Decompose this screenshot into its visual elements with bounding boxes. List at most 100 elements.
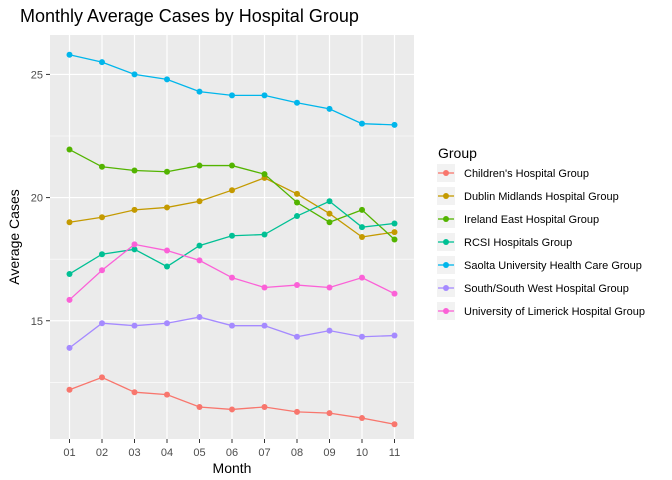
data-point bbox=[359, 274, 365, 281]
legend-key-point bbox=[443, 193, 449, 199]
data-point bbox=[359, 206, 365, 213]
data-point bbox=[196, 257, 203, 264]
data-point bbox=[229, 406, 235, 413]
legend-key-point bbox=[443, 285, 449, 291]
series-3 bbox=[66, 146, 398, 243]
data-point bbox=[229, 322, 235, 329]
data-point bbox=[326, 219, 333, 226]
x-tick-label: 01 bbox=[63, 447, 75, 459]
data-point bbox=[66, 386, 73, 393]
y-tick-label: 20 bbox=[31, 193, 43, 205]
data-point bbox=[164, 320, 170, 327]
legend-item: Children's Hospital Group bbox=[437, 164, 589, 182]
data-point bbox=[229, 274, 235, 281]
series-2 bbox=[66, 174, 398, 240]
data-point bbox=[326, 198, 333, 205]
legend-label: University of Limerick Hospital Group bbox=[464, 306, 645, 318]
data-point bbox=[229, 92, 235, 99]
data-point bbox=[359, 415, 365, 422]
data-point bbox=[294, 282, 300, 289]
data-point bbox=[294, 99, 300, 106]
series-4 bbox=[66, 198, 398, 277]
x-tick-label: 11 bbox=[389, 447, 400, 459]
data-point bbox=[66, 296, 73, 303]
data-point bbox=[164, 168, 170, 175]
legend-item: Dublin Midlands Hospital Group bbox=[437, 187, 619, 205]
data-point bbox=[391, 220, 398, 227]
data-point bbox=[66, 146, 73, 153]
chart-title: Monthly Average Cases by Hospital Group bbox=[20, 6, 359, 26]
data-point bbox=[99, 163, 105, 170]
data-point bbox=[66, 344, 73, 351]
y-axis-title: Average Cases bbox=[6, 189, 22, 284]
data-point bbox=[261, 231, 268, 238]
data-point bbox=[326, 284, 333, 291]
series-1 bbox=[66, 374, 398, 428]
series-5 bbox=[66, 51, 398, 128]
data-point bbox=[229, 232, 235, 239]
data-point bbox=[164, 263, 170, 270]
data-point bbox=[359, 333, 365, 340]
data-point bbox=[131, 389, 138, 396]
series-6 bbox=[66, 314, 398, 351]
data-point bbox=[261, 284, 268, 291]
x-axis-title: Month bbox=[213, 460, 252, 476]
legend-item: RCSI Hospitals Group bbox=[437, 233, 572, 251]
data-point bbox=[131, 206, 138, 213]
data-point bbox=[391, 290, 398, 297]
data-point bbox=[196, 403, 203, 410]
data-point bbox=[196, 162, 203, 169]
legend-key-point bbox=[443, 262, 449, 268]
data-point bbox=[391, 229, 398, 236]
data-point bbox=[99, 267, 105, 274]
data-point bbox=[131, 71, 138, 78]
data-point bbox=[99, 251, 105, 258]
data-point bbox=[196, 88, 203, 95]
legend-key-point bbox=[443, 216, 449, 222]
data-point bbox=[294, 213, 300, 220]
data-point bbox=[66, 51, 73, 58]
data-point bbox=[131, 322, 138, 329]
data-point bbox=[164, 204, 170, 211]
data-point bbox=[131, 246, 138, 253]
data-point bbox=[164, 391, 170, 398]
y-tick-label: 25 bbox=[31, 69, 43, 81]
data-point bbox=[99, 320, 105, 327]
data-point bbox=[261, 171, 268, 178]
legend-title: Group bbox=[438, 145, 477, 161]
x-tick-label: 07 bbox=[258, 447, 270, 459]
data-point bbox=[261, 322, 268, 329]
data-point bbox=[391, 236, 398, 243]
data-point bbox=[326, 410, 333, 417]
data-point bbox=[164, 76, 170, 83]
data-point bbox=[66, 270, 73, 277]
data-point bbox=[359, 120, 365, 127]
data-point bbox=[261, 403, 268, 410]
legend-item: Ireland East Hospital Group bbox=[437, 210, 599, 228]
legend-label: RCSI Hospitals Group bbox=[464, 237, 572, 249]
data-point bbox=[359, 234, 365, 240]
data-point bbox=[99, 374, 105, 381]
series-layer bbox=[66, 51, 398, 428]
data-point bbox=[196, 314, 203, 321]
legend: Children's Hospital Group Dublin Midlands… bbox=[437, 164, 645, 320]
data-point bbox=[294, 408, 300, 415]
data-point bbox=[294, 199, 300, 206]
x-tick-label: 10 bbox=[356, 447, 368, 459]
x-tick-label: 04 bbox=[161, 447, 173, 459]
data-point bbox=[196, 242, 203, 249]
data-point bbox=[131, 241, 138, 248]
series-7 bbox=[66, 241, 398, 303]
x-tick-label: 02 bbox=[96, 447, 108, 459]
data-point bbox=[99, 59, 105, 66]
data-point bbox=[326, 327, 333, 334]
legend-label: South/South West Hospital Group bbox=[464, 283, 629, 295]
legend-label: Ireland East Hospital Group bbox=[464, 214, 599, 226]
x-tick-label: 03 bbox=[128, 447, 140, 459]
data-point bbox=[326, 210, 333, 217]
data-point bbox=[229, 162, 235, 169]
x-tick-label: 09 bbox=[323, 447, 335, 459]
data-point bbox=[66, 219, 73, 226]
data-point bbox=[391, 121, 398, 128]
